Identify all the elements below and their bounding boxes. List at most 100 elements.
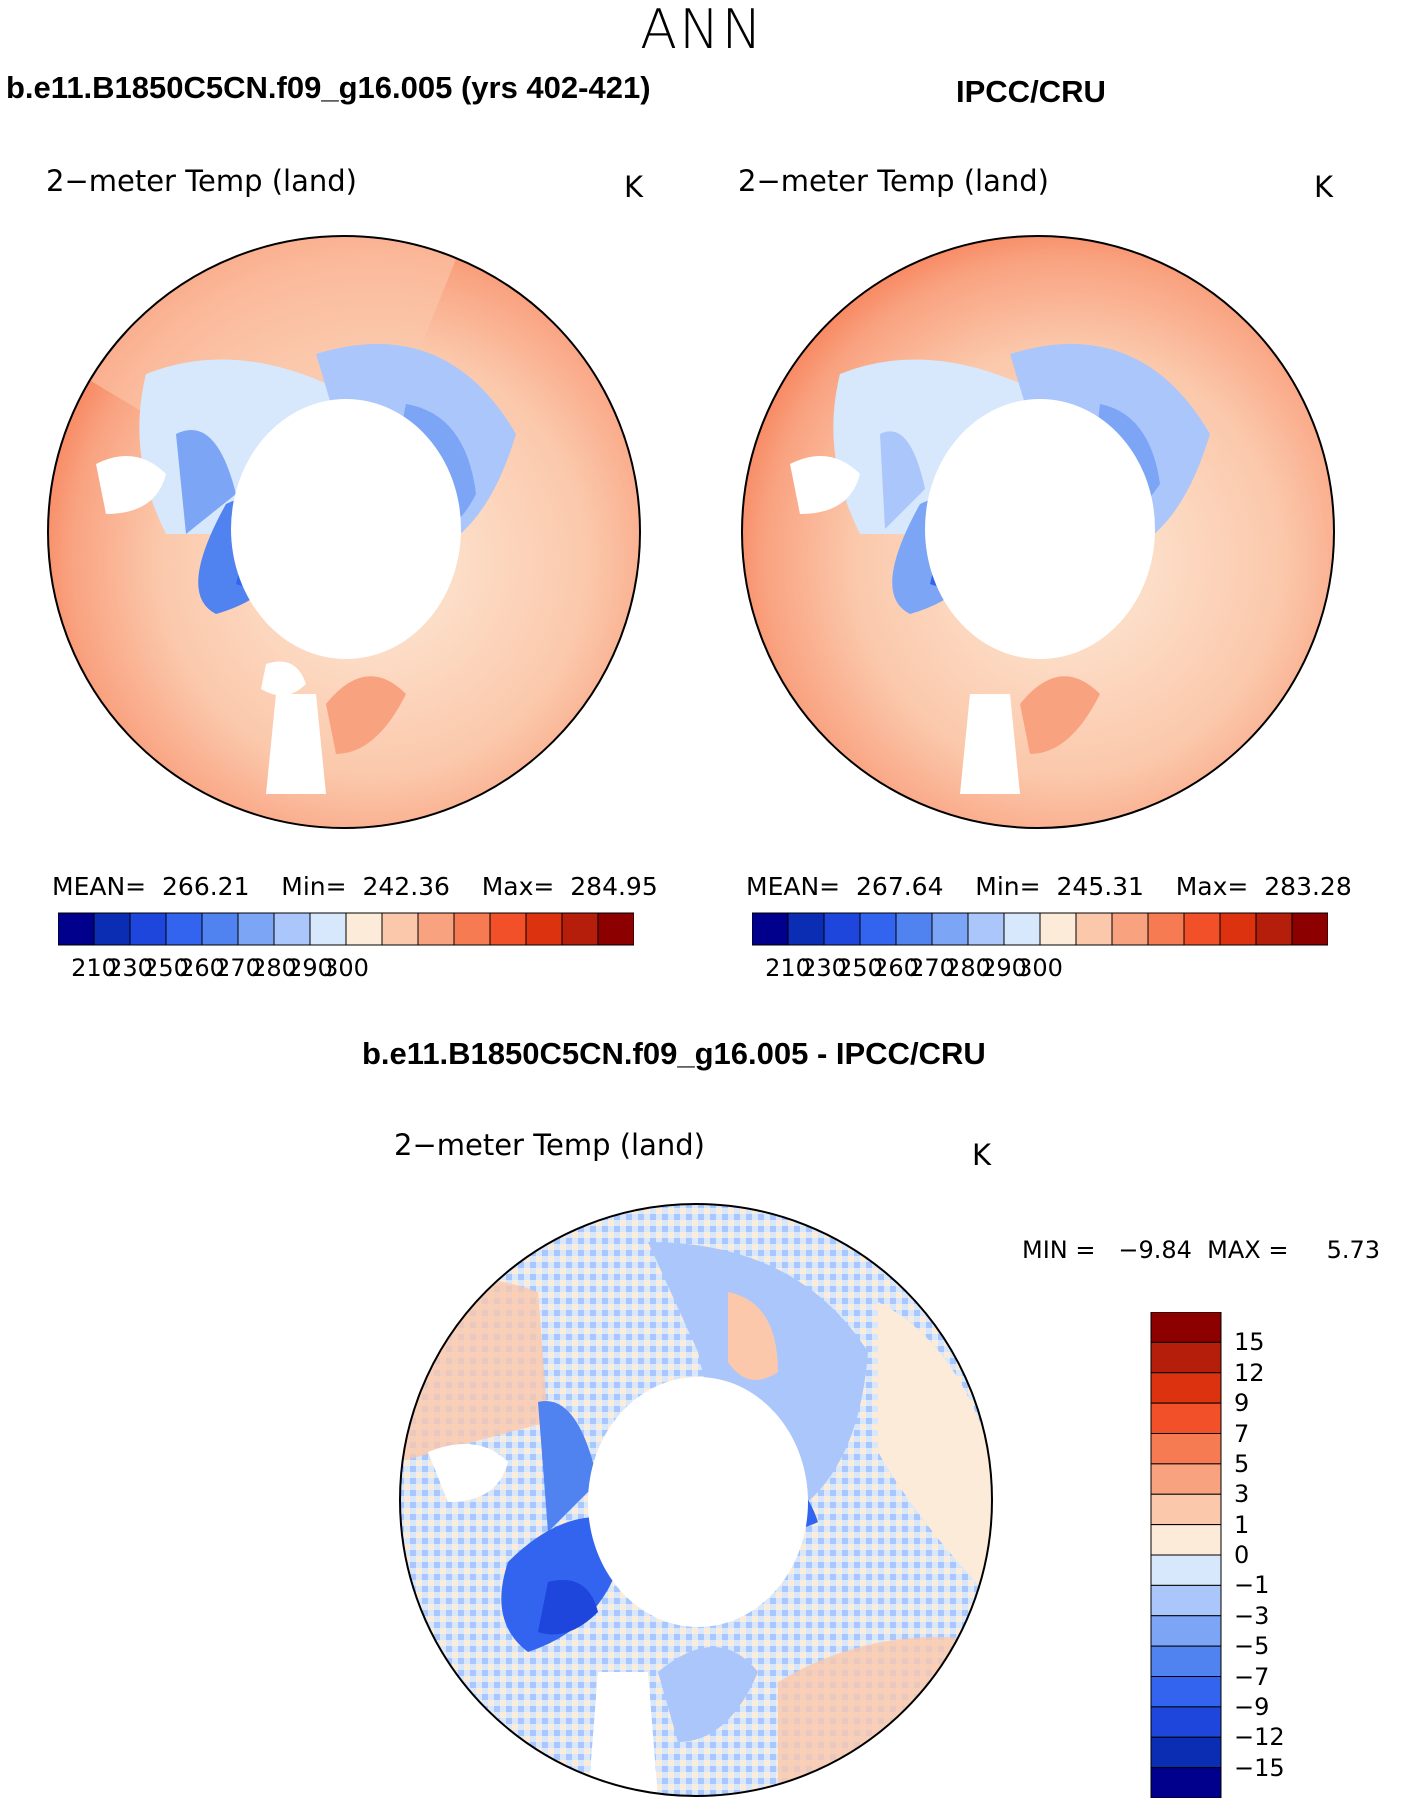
colorbar-swatch — [1150, 1341, 1222, 1374]
siberia-warm-patch — [728, 1292, 778, 1380]
colorbar-tick-label: 3 — [1234, 1480, 1250, 1509]
colorbar-swatch — [752, 912, 789, 946]
diff-header: b.e11.B1850C5CN.f09_g16.005 - IPCC/CRU — [362, 1036, 986, 1071]
arctic-islands — [176, 430, 236, 534]
colorbar-swatch — [165, 912, 203, 946]
colorbar-tick-label: −9 — [1234, 1692, 1270, 1721]
colorbar-tick-label: 300 — [1017, 954, 1063, 982]
colorbar-tick-label: 250 — [837, 954, 883, 982]
diff-unit: K — [972, 1138, 992, 1172]
colorbar-right — [752, 912, 1328, 946]
colorbar-swatch — [345, 912, 383, 946]
colorbar-swatch — [129, 912, 167, 946]
colorbar-tick-label: −1 — [1234, 1571, 1270, 1600]
colorbar-tick-label: 230 — [801, 954, 847, 982]
colorbar-swatch — [1150, 1615, 1222, 1647]
main-title: ANN — [640, 0, 764, 61]
colorbar-tick-label: 260 — [179, 954, 225, 982]
colorbar-swatch — [273, 912, 311, 946]
colorbar-tick-label: 210 — [765, 954, 811, 982]
colorbar-tick-label: 270 — [215, 954, 261, 982]
colorbar-swatch — [309, 912, 347, 946]
colorbar-tick-label: 280 — [251, 954, 297, 982]
panel-right-header: IPCC/CRU — [956, 74, 1106, 109]
colorbar-swatch — [1003, 912, 1041, 946]
map-right-border — [741, 235, 1335, 829]
colorbar-left-ticks: 210 230 250 260 270 280 290 300 — [58, 954, 634, 984]
colorbar-swatch — [453, 912, 491, 946]
colorbar-tick-label: 210 — [71, 954, 117, 982]
colorbar-swatch — [931, 912, 969, 946]
colorbar-swatch — [1255, 912, 1293, 946]
colorbar-swatch — [1150, 1584, 1222, 1617]
colorbar-tick-label: 230 — [107, 954, 153, 982]
colorbar-swatch — [1150, 1736, 1222, 1769]
colorbar-swatch — [859, 912, 897, 946]
hudson-bay — [428, 1444, 508, 1502]
greenland-diff-core — [538, 1580, 598, 1635]
arctic-ocean — [231, 399, 461, 659]
diff-plot-label: 2−meter Temp (land) — [394, 1128, 705, 1162]
colorbar-diff — [1150, 1312, 1222, 1798]
colorbar-swatch — [823, 912, 861, 946]
colorbar-tick-label: −15 — [1234, 1753, 1285, 1782]
arctic-ocean — [925, 399, 1155, 659]
colorbar-swatch — [1150, 1767, 1222, 1798]
panel-left-header: b.e11.B1850C5CN.f09_g16.005 (yrs 402-421… — [6, 70, 651, 105]
colorbar-tick-label: −3 — [1234, 1601, 1270, 1630]
colorbar-tick-label: 250 — [143, 954, 189, 982]
colorbar-swatch — [1150, 1524, 1222, 1556]
north-atlantic — [960, 694, 1020, 794]
arctic-islands-diff — [538, 1401, 598, 1532]
colorbar-swatch — [561, 912, 599, 946]
panel-right-unit: K — [1314, 170, 1334, 204]
north-atlantic — [266, 694, 326, 794]
colorbar-swatch — [1075, 912, 1113, 946]
colorbar-right-ticks: 210 230 250 260 270 280 290 300 — [752, 954, 1328, 984]
map-diff — [399, 1203, 993, 1797]
colorbar-swatch — [1039, 912, 1077, 946]
colorbar-tick-label: −7 — [1234, 1662, 1270, 1691]
colorbar-tick-label: −12 — [1234, 1723, 1285, 1752]
diff-minmax: MIN = −9.84 MAX = 5.73 — [1022, 1236, 1381, 1264]
colorbar-swatch — [201, 912, 239, 946]
colorbar-swatch — [1150, 1372, 1222, 1404]
colorbar-swatch — [1150, 1554, 1222, 1586]
colorbar-tick-label: 290 — [981, 954, 1027, 982]
panel-right-stats: MEAN= 267.64 Min= 245.31 Max= 283.28 — [746, 872, 1352, 901]
colorbar-tick-label: 5 — [1234, 1449, 1250, 1478]
colorbar-swatch — [967, 912, 1005, 946]
colorbar-swatch — [1291, 912, 1328, 946]
colorbar-swatch — [525, 912, 563, 946]
colorbar-swatch — [1150, 1706, 1222, 1738]
scandinavia-diff — [658, 1647, 758, 1742]
map-right — [741, 235, 1335, 829]
panel-right-plot-label: 2−meter Temp (land) — [738, 164, 1049, 198]
colorbar-tick-label: 15 — [1234, 1328, 1265, 1357]
colorbar-tick-label: 1 — [1234, 1510, 1250, 1539]
colorbar-swatch — [1150, 1312, 1222, 1343]
colorbar-diff-ticks: 15 12 9 7 5 3 1 0 −1 −3 −5 −7 −9 −12 −15 — [1234, 1312, 1344, 1798]
north-atlantic — [588, 1672, 658, 1796]
colorbar-swatch — [381, 912, 419, 946]
colorbar-swatch — [1150, 1645, 1222, 1677]
colorbar-swatch — [1183, 912, 1221, 946]
hudson-bay — [790, 456, 860, 514]
colorbar-swatch — [1150, 1463, 1222, 1495]
colorbar-tick-label: 260 — [873, 954, 919, 982]
colorbar-swatch — [895, 912, 933, 946]
panel-left-unit: K — [624, 170, 644, 204]
scandinavia — [1020, 676, 1100, 754]
colorbar-swatch — [1147, 912, 1185, 946]
colorbar-left — [58, 912, 634, 946]
panel-left-stats: MEAN= 266.21 Min= 242.36 Max= 284.95 — [52, 872, 658, 901]
colorbar-swatch — [58, 912, 95, 946]
colorbar-tick-label: 290 — [287, 954, 333, 982]
far-east-warm — [878, 1302, 992, 1602]
colorbar-tick-label: 12 — [1234, 1358, 1265, 1387]
colorbar-swatch — [489, 912, 527, 946]
colorbar-tick-label: 7 — [1234, 1419, 1250, 1448]
map-diff-border — [399, 1203, 993, 1797]
colorbar-swatch — [597, 912, 634, 946]
scandinavia — [326, 676, 406, 754]
